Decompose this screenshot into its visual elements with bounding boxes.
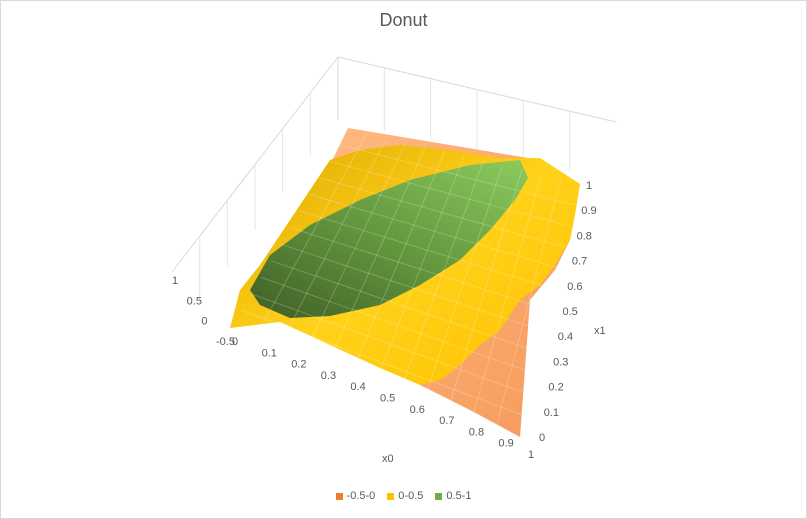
x-axis-ticks: 0 0.1 0.2 0.3 0.4 0.5 0.6 0.7 0.8 0.9 1 — [232, 336, 534, 461]
legend-swatch — [335, 492, 343, 500]
legend-item: -0.5-0 — [335, 490, 376, 502]
facet-line — [251, 293, 531, 396]
chart-title: Donut — [379, 10, 428, 30]
legend-item: 0.5-1 — [435, 490, 471, 502]
z-tick-label: 0.5 — [187, 295, 202, 307]
facet-line — [255, 132, 368, 337]
facet-line — [423, 165, 504, 401]
facet-line — [309, 193, 561, 269]
facet-line — [495, 179, 562, 428]
facet-line — [471, 174, 542, 419]
y-tick-label: 0.6 — [567, 281, 582, 293]
facet-line — [399, 160, 484, 392]
facet-line — [338, 144, 576, 206]
legend-item: 0-0.5 — [387, 490, 423, 502]
y-tick-label: 0.7 — [572, 256, 587, 268]
legend-label: 0-0.5 — [398, 490, 424, 502]
z-axis-ticks: -0.500.51 — [172, 275, 235, 348]
facet-line — [299, 210, 556, 290]
surface — [230, 128, 580, 437]
facet-line — [375, 155, 465, 383]
legend-label: -0.5-0 — [346, 490, 376, 502]
facet-line — [241, 309, 526, 417]
facet-line — [351, 151, 446, 374]
x-tick-label: 0.7 — [439, 415, 454, 427]
x-tick-label: 0.6 — [410, 404, 425, 416]
x-tick-label: 0.5 — [380, 393, 395, 405]
x-axis-title: x0 — [382, 453, 394, 465]
facet-line — [289, 227, 551, 311]
z-tick-label: 0 — [201, 316, 207, 328]
x-tick-label: 0.8 — [469, 426, 484, 438]
y-tick-label: 0.5 — [563, 306, 578, 318]
facet-line — [270, 260, 541, 354]
wall-gridlines — [199, 67, 571, 304]
y-tick-label: 0 — [539, 432, 545, 444]
y-axis-title: x1 — [594, 325, 606, 337]
x-tick-label: 0.2 — [291, 359, 306, 371]
facet-line — [280, 243, 546, 333]
facet-line — [318, 177, 566, 248]
x-tick-label: 0.3 — [321, 370, 336, 382]
facet-line — [327, 146, 426, 364]
facet-line — [447, 169, 523, 410]
legend-label: 0.5-1 — [446, 490, 472, 502]
facet-line — [303, 141, 407, 355]
y-tick-label: 0.1 — [544, 407, 559, 419]
y-tick-label: 0.3 — [553, 356, 568, 368]
z-tick-label: -0.5 — [216, 336, 235, 348]
facet-line — [279, 137, 388, 346]
y-tick-label: 0.4 — [558, 331, 573, 343]
y-tick-label: 0.8 — [577, 230, 592, 242]
surface-green-region — [250, 160, 528, 318]
surface-orange-region — [330, 128, 580, 437]
legend-swatch — [435, 492, 443, 500]
facet-line — [328, 160, 571, 227]
y-axis-ticks: 0 0.1 0.2 0.3 0.4 0.5 0.6 0.7 0.8 0.9 1 — [539, 180, 597, 444]
y-tick-label: 0.9 — [581, 205, 596, 217]
x-tick-label: 0.4 — [350, 381, 365, 393]
y-tick-label: 1 — [586, 180, 592, 192]
x-tick-label: 1 — [528, 449, 534, 461]
surface-facets — [241, 132, 576, 428]
legend: -0.5-0 0-0.5 0.5-1 — [0, 490, 807, 502]
legend-swatch — [387, 492, 395, 500]
facet-line — [260, 276, 536, 375]
z-tick-label: 1 — [172, 275, 178, 287]
x-tick-label: 0 — [232, 336, 238, 348]
x-tick-label: 0.9 — [498, 438, 513, 450]
y-tick-label: 0.2 — [548, 382, 563, 394]
x-tick-label: 0.1 — [262, 347, 277, 359]
